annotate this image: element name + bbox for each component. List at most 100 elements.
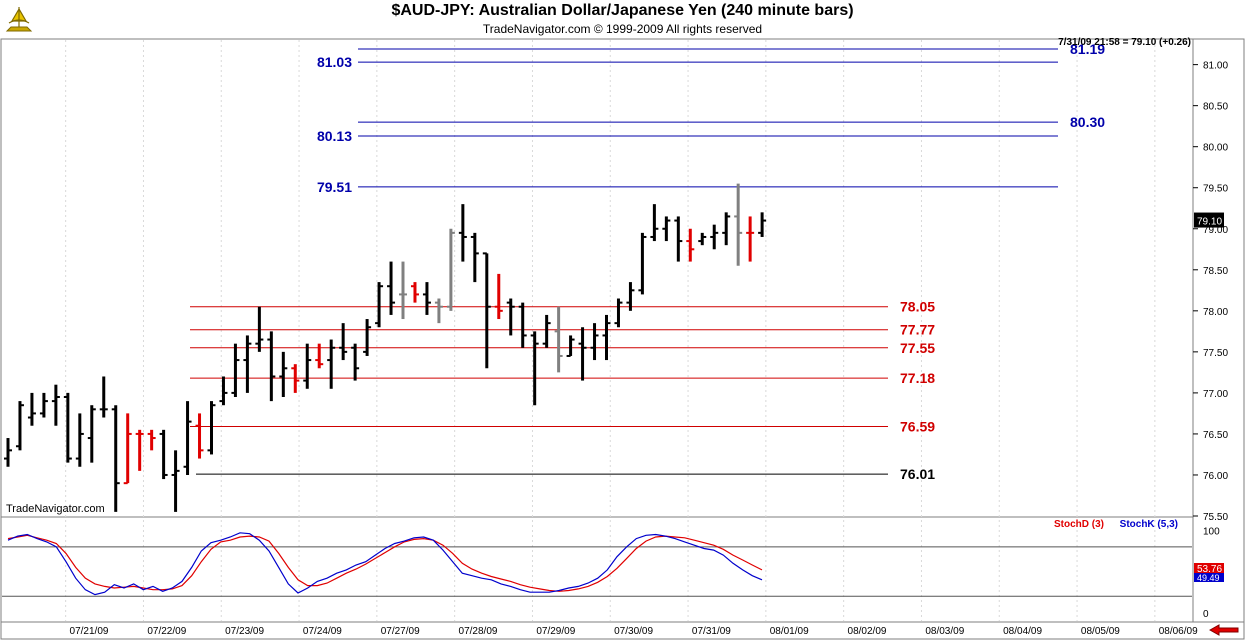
level-label: 80.13	[317, 128, 352, 144]
chart-subtitle: TradeNavigator.com © 1999-2009 All right…	[482, 22, 763, 36]
price-bar	[243, 335, 252, 393]
legend-stoch-d: StochD (3)	[1054, 519, 1104, 530]
level-label: 78.05	[900, 299, 935, 315]
x-tick-label: 08/01/09	[770, 626, 809, 637]
price-axis: 75.50 76.00 76.50 77.00 77.50 78.00 78.50 79.00…	[1193, 61, 1228, 523]
price-bar	[363, 319, 372, 356]
price-bar	[470, 232, 479, 283]
x-tick-label: 07/28/09	[459, 626, 498, 637]
level-label: 77.18	[900, 370, 935, 386]
price-bar	[27, 392, 36, 426]
price-bar	[39, 392, 48, 418]
stoch-series-line	[7, 534, 763, 592]
y-tick-label: 79.50	[1203, 184, 1228, 195]
price-bar	[494, 273, 503, 320]
x-tick-label: 08/05/09	[1081, 626, 1120, 637]
chart-title: $AUD-JPY: Australian Dollar/Japanese Yen…	[391, 2, 854, 19]
price-bar	[410, 282, 419, 303]
price-bar	[15, 401, 24, 451]
last-price-box	[1194, 212, 1224, 228]
y-tick-label: 76.00	[1203, 471, 1228, 482]
x-tick-label: 07/23/09	[225, 626, 264, 637]
price-bar	[87, 405, 96, 463]
price-bar	[734, 183, 743, 266]
price-bar	[530, 331, 539, 406]
price-bar	[434, 298, 443, 324]
price-bar	[327, 339, 336, 389]
price-bar	[291, 364, 300, 393]
stoch-tick-label: 0	[1203, 609, 1209, 620]
price-bar	[566, 335, 575, 357]
x-tick-label: 07/27/09	[381, 626, 420, 637]
price-bar	[219, 376, 228, 406]
price-bar	[279, 351, 288, 397]
x-tick-label: 07/22/09	[147, 626, 186, 637]
price-bar	[75, 413, 84, 467]
price-bar	[638, 232, 647, 295]
price-panel-frame	[0, 38, 1245, 640]
price-bar	[159, 429, 168, 480]
price-bar	[458, 204, 467, 262]
y-tick-label: 75.50	[1203, 512, 1228, 523]
vertical-gridlines	[65, 40, 1156, 621]
x-tick-label: 07/24/09	[303, 626, 342, 637]
stoch-k-value-box	[1194, 573, 1224, 582]
x-tick-label: 08/06/09	[1159, 626, 1198, 637]
y-tick-label: 77.50	[1203, 348, 1228, 359]
level-label: 76.59	[900, 419, 935, 435]
level-label: 77.55	[900, 340, 935, 356]
price-bar	[662, 216, 671, 242]
y-tick-label: 80.00	[1203, 143, 1228, 154]
price-bar	[207, 401, 216, 455]
level-label: 80.30	[1070, 114, 1105, 130]
level-label: 81.03	[317, 54, 352, 70]
last-price-label: 79.10	[1197, 217, 1222, 228]
x-tick-label: 08/03/09	[925, 626, 964, 637]
price-bar	[554, 306, 563, 373]
x-tick-label: 07/29/09	[536, 626, 575, 637]
y-tick-label: 79.00	[1203, 225, 1228, 236]
level-label: 77.77	[900, 322, 935, 338]
x-tick-label: 08/04/09	[1003, 626, 1042, 637]
price-bar	[602, 314, 611, 361]
price-bar	[578, 327, 587, 381]
level-label: 76.01	[900, 466, 935, 482]
stoch-d-value-box	[1194, 563, 1224, 573]
price-bar	[51, 384, 60, 426]
date-axis: 07/21/09 07/22/09 07/23/09 07/24/09 07/27/09…	[70, 626, 1199, 637]
y-tick-label: 80.50	[1203, 102, 1228, 113]
y-tick-label: 81.00	[1203, 61, 1228, 72]
stoch-tick-label: 100	[1203, 526, 1220, 537]
price-bar	[722, 212, 731, 246]
x-tick-label: 07/31/09	[692, 626, 731, 637]
price-bar	[231, 343, 240, 397]
price-bar	[686, 228, 695, 262]
price-bar	[339, 323, 348, 361]
stoch-k-value: 49.49	[1197, 573, 1220, 583]
price-bar	[422, 282, 431, 315]
price-bar	[698, 232, 707, 246]
watermark-text: TradeNavigator.com	[6, 503, 105, 515]
level-label: 81.19	[1070, 41, 1105, 57]
price-bar	[99, 376, 108, 418]
price-bar	[482, 252, 491, 369]
price-bar	[195, 413, 204, 459]
price-bar	[758, 212, 767, 237]
price-bar	[746, 216, 755, 262]
legend-stoch-k: StochK (5,3)	[1120, 519, 1178, 530]
price-bar	[674, 216, 683, 262]
price-bar	[255, 306, 264, 352]
price-bar	[614, 298, 623, 328]
price-bar	[147, 429, 156, 451]
x-tick-label: 07/21/09	[70, 626, 109, 637]
price-bar	[650, 204, 659, 242]
scroll-left-arrow-icon[interactable]	[1209, 624, 1239, 636]
price-bar	[626, 282, 635, 311]
y-tick-label: 77.00	[1203, 389, 1228, 400]
x-tick-label: 08/02/09	[848, 626, 887, 637]
last-quote-label: 7/31/09 21:58 = 79.10 (+0.26)	[1058, 37, 1191, 48]
y-tick-label: 78.00	[1203, 307, 1228, 318]
price-bar	[518, 302, 527, 348]
price-bar	[183, 401, 192, 475]
